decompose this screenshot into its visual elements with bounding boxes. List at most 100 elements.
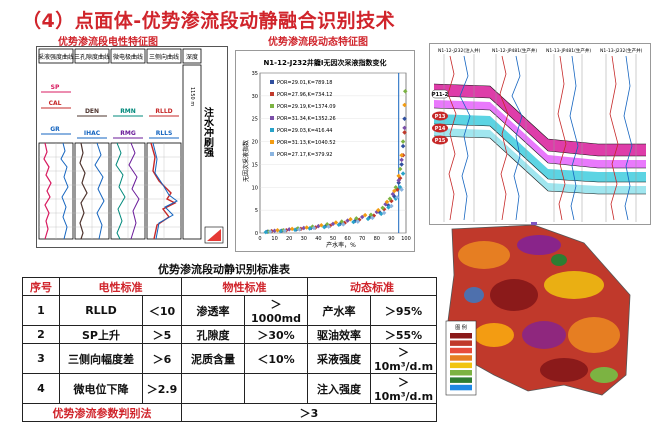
data-point (400, 171, 406, 176)
y-tick-label: 30 (252, 94, 258, 100)
cell: ＞6 (142, 343, 182, 374)
cell: 3 (22, 343, 60, 374)
log-header-1: 采液强度曲线 (38, 53, 74, 61)
legend-swatch (450, 355, 472, 361)
data-point (402, 130, 407, 135)
curve-rlld: RLLD (155, 108, 172, 115)
x-tick-label: 90 (388, 236, 394, 242)
header-index: 序号 (22, 277, 60, 296)
cell: 驱油效率 (307, 325, 371, 344)
legend-marker (270, 92, 274, 96)
x-tick-label: 100 (401, 236, 411, 242)
data-point (348, 217, 353, 222)
data-point (365, 216, 371, 222)
well-2-label: N1-12-JP481(生产井) (492, 47, 537, 54)
log-header-2: 三孔隙度曲线 (74, 53, 110, 61)
well-3-label: N1-13-JP481(生产井) (546, 47, 591, 54)
curve-rmn: RMN (120, 108, 136, 115)
data-point (387, 196, 393, 201)
header-physical: 物性标准 (181, 277, 308, 296)
log-header-3: 微电极曲线 (113, 53, 143, 61)
log-caption: 优势渗流段电性特征图 (58, 37, 158, 48)
cell: 渗透率 (181, 295, 245, 326)
table-title: 优势渗流段动静识别标准表 (158, 263, 290, 276)
data-point (311, 225, 317, 231)
data-point (396, 180, 401, 185)
cell: 微电位下降 (59, 373, 143, 404)
cell (181, 373, 245, 404)
x-tick-label: 70 (359, 236, 365, 242)
data-point (301, 225, 307, 231)
legend-marker (270, 152, 274, 156)
legend-marker (270, 140, 274, 144)
chart-title: N1-12-J232井籠Ⅰ无因次采液指数变化 (263, 58, 386, 67)
cell: 孔隙度 (181, 325, 245, 344)
cell (244, 373, 308, 404)
red-flag-icon (207, 229, 221, 241)
curve-sp: SP (51, 84, 60, 91)
log-header-5: 深度 (186, 53, 198, 61)
cell: 泥质含量 (181, 343, 245, 374)
y-tick-label: 35 (252, 71, 258, 77)
map-legend-title: 图 例 (455, 324, 467, 331)
dynamic-chart-panel: N1-12-J232井籠Ⅰ无因次采液指数变化 无因次采液指数 产水率，% 0 5 1… (235, 50, 415, 252)
log-depth-label: 1150 m (189, 87, 195, 106)
x-tick-label: 80 (374, 236, 380, 242)
cell: 4 (22, 373, 60, 404)
table-header-row: 序号 电性标准 物性标准 动态标准 (22, 277, 437, 296)
cell: ＞55% (370, 325, 437, 344)
y-tick-label: 5 (255, 208, 258, 214)
data-point (403, 89, 408, 94)
data-point (375, 207, 381, 213)
legend-swatch (450, 377, 472, 383)
cell: RLLD (59, 295, 143, 326)
legend-marker (270, 80, 274, 84)
x-tick-label: 20 (286, 236, 292, 242)
legend-label: POR=27.17,K=379.92 (277, 152, 332, 158)
legend-marker (270, 104, 274, 108)
legend-swatch (450, 384, 472, 391)
legend-swatch (450, 333, 472, 339)
table-row: 3 三侧向幅度差 ＞6 泥质含量 ＜10% 采液强度 ＞10m³/d.m (22, 343, 437, 374)
data-point (333, 220, 339, 225)
zone-p11-2: P11-2 (432, 92, 449, 98)
chart-xlabel: 产水率，% (326, 241, 356, 249)
table-row: 1 RLLD ＜10 渗透率 ＞1000md 产水率 ＞95% (22, 295, 437, 326)
cell: ＞30% (244, 325, 308, 344)
standards-table: 序号 电性标准 物性标准 动态标准 1 RLLD ＜10 渗透率 ＞1000md… (22, 277, 437, 422)
legend-swatch (450, 362, 472, 369)
cell: 1 (22, 295, 60, 326)
x-tick-label: 40 (315, 236, 321, 242)
table-row: 4 微电位下降 ＞2.9 注入强度 ＞10m³/d.m (22, 373, 437, 404)
log-side-text: 注水冲刷强 (202, 106, 215, 158)
cell: SP上升 (59, 325, 143, 344)
cell: ＞10m³/d.m (370, 373, 437, 404)
curve-rmg: RMG (120, 130, 136, 137)
header-electrical: 电性标准 (59, 277, 182, 296)
cell: ＜10% (244, 343, 308, 374)
data-point (282, 228, 288, 233)
curve-gr: GR (50, 126, 60, 133)
log-header-4: 三侧向曲线 (149, 53, 179, 61)
data-point (384, 199, 390, 205)
cell: 产水率 (307, 295, 371, 326)
data-point (396, 178, 401, 183)
cell: ＞1000md (244, 295, 308, 326)
legend-label: POR=31.13,K=1040.52 (277, 140, 336, 146)
scatter-chart: N1-12-J232井籠Ⅰ无因次采液指数变化 无因次采液指数 产水率，% 0 5 1… (242, 58, 411, 249)
data-point (399, 157, 404, 163)
legend-label: POR=29.19,K=1374.09 (277, 104, 336, 110)
cell: ＞95% (370, 295, 437, 326)
data-point (402, 116, 407, 121)
legend-label: POR=31.34,K=1352.26 (277, 116, 336, 122)
cell: ＞10m³/d.m (370, 343, 437, 374)
curve-rlls: RLLS (156, 130, 173, 137)
legend-marker (270, 116, 274, 120)
legend-marker (270, 128, 274, 132)
data-point (380, 205, 385, 211)
well-1-label: N1-12-J232(注入井) (438, 47, 481, 54)
x-tick-label: 60 (344, 236, 350, 242)
legend-label: POR=29.01,K=789.18 (277, 80, 332, 86)
y-tick-label: 20 (252, 140, 258, 146)
data-point (297, 227, 302, 232)
